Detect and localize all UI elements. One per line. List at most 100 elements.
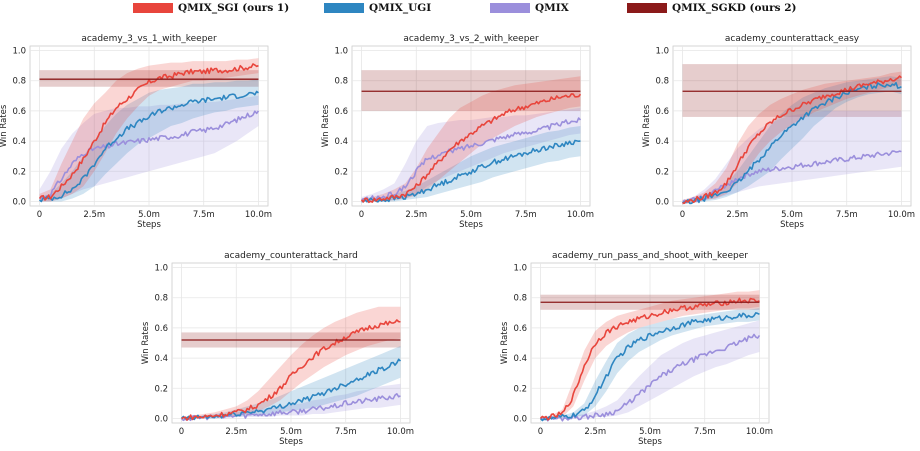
- y-tick-label: 0.8: [655, 77, 669, 87]
- y-tick-label: 0.4: [12, 137, 26, 147]
- x-tick-label: 7.5m: [193, 210, 215, 220]
- x-tick-label: 2.5m: [726, 210, 748, 220]
- y-tick-label: 0.6: [12, 107, 26, 117]
- y-axis-label: Win Rates: [642, 104, 652, 147]
- x-tick-label: 2.5m: [584, 427, 606, 437]
- line-qmix: [39, 110, 260, 200]
- y-tick-label: 0.2: [513, 384, 527, 394]
- y-tick-label: 0.8: [154, 294, 168, 304]
- x-tick-label: 2.5m: [405, 210, 427, 220]
- plot-content: [539, 290, 761, 422]
- x-tick-label: 5.0m: [639, 427, 661, 437]
- chart-title: academy_3_vs_2_with_keeper: [403, 34, 539, 44]
- line-qmix-ugi: [361, 139, 581, 203]
- x-tick-label: 2.5m: [83, 210, 105, 220]
- line-qmix: [361, 117, 582, 203]
- line-qmix-sgi-ours-1: [682, 75, 903, 205]
- y-tick-label: 0.8: [334, 77, 348, 87]
- y-tick-label: 0.6: [154, 324, 168, 334]
- x-tick-label: 7.5m: [335, 427, 357, 437]
- line-qmix-sgi-ours-1: [360, 93, 582, 204]
- sgkd-band: [39, 70, 259, 87]
- legend-swatch-qmix: [490, 3, 530, 13]
- x-tick-label: 0: [37, 210, 42, 220]
- line-qmix-ugi: [682, 81, 902, 205]
- y-tick-label: 0.2: [12, 167, 26, 177]
- plot-content: [180, 306, 402, 422]
- chart-5: 0.0 0.2 0.4 0.6 0.8 1.0 0 2.5m 5.0m 7.5m 10.0m acad…: [500, 251, 773, 447]
- chart-3: 0.0 0.2 0.4 0.6 0.8 1.0 0 2.5m 5.0m 7.5m 10.0m acad…: [642, 34, 915, 230]
- x-axis-label: Steps: [137, 220, 161, 230]
- legend-label-qmix-sgi: QMIX_SGI (ours 1): [178, 2, 290, 14]
- y-tick-label: 1.0: [12, 47, 26, 57]
- y-tick-label: 0.4: [334, 137, 348, 147]
- legend-item-qmix: QMIX: [490, 2, 569, 14]
- x-tick-label: 0: [179, 427, 184, 437]
- line-qmix-sgi-ours-1: [181, 319, 401, 421]
- y-tick-label: 0.6: [334, 107, 348, 117]
- y-tick-label: 0.0: [12, 197, 26, 207]
- x-tick-label: 0: [680, 210, 685, 220]
- chart-title: academy_3_vs_1_with_keeper: [81, 34, 217, 44]
- plot-content: [38, 58, 260, 203]
- y-axis-label: Win Rates: [500, 321, 510, 364]
- band-qmix-ugi: [361, 126, 581, 202]
- x-tick-label: 7.5m: [836, 210, 858, 220]
- band-qmix: [540, 320, 760, 419]
- band-qmix: [39, 95, 259, 202]
- x-axis-label: Steps: [780, 220, 804, 230]
- y-tick-label: 0.0: [154, 414, 168, 424]
- y-tick-label: 0.6: [655, 107, 669, 117]
- chart-2: 0.0 0.2 0.4 0.6 0.8 1.0 0 2.5m 5.0m 7.5m 10.0m acad…: [321, 34, 594, 230]
- x-tick-label: 0: [538, 427, 543, 437]
- x-tick-label: 5.0m: [781, 210, 803, 220]
- line-qmix-ugi: [39, 90, 259, 203]
- x-tick-label: 5.0m: [460, 210, 482, 220]
- line-qmix-sgi-ours-1: [539, 297, 760, 421]
- chart-title: academy_run_pass_and_shoot_with_keeper: [552, 251, 748, 261]
- y-tick-label: 0.8: [513, 294, 527, 304]
- x-tick-label: 7.5m: [694, 427, 716, 437]
- y-tick-label: 1.0: [334, 47, 348, 57]
- y-axis-label: Win Rates: [321, 104, 331, 147]
- chart-title: academy_counterattack_easy: [725, 34, 860, 44]
- band-qmix-ugi: [682, 76, 902, 205]
- legend-item-qmix-sgi: QMIX_SGI (ours 1): [133, 2, 289, 14]
- line-qmix-ugi: [539, 312, 760, 422]
- x-tick-label: 10.0m: [746, 427, 773, 437]
- plot-content: [681, 64, 903, 205]
- chart-4: 0.0 0.2 0.4 0.6 0.8 1.0 0 2.5m 5.0m 7.5m 10.0m acad…: [141, 251, 414, 447]
- plot-content: [360, 70, 582, 204]
- y-tick-label: 1.0: [655, 47, 669, 57]
- legend-label-qmix-ugi: QMIX_UGI: [369, 2, 432, 14]
- line-qmix: [540, 333, 761, 422]
- x-tick-label: 10.0m: [245, 210, 272, 220]
- x-tick-label: 10.0m: [387, 427, 414, 437]
- x-axis-label: Steps: [638, 437, 662, 447]
- legend-swatch-qmix-ugi: [324, 3, 364, 13]
- y-axis-label: Win Rates: [0, 104, 9, 147]
- line-qmix-ugi: [180, 358, 402, 421]
- band-qmix-ugi: [540, 308, 760, 419]
- y-tick-label: 0.0: [334, 197, 348, 207]
- legend-item-qmix-ugi: QMIX_UGI: [324, 2, 431, 14]
- legend-swatch-qmix-sgi: [133, 3, 173, 13]
- chart-1: 0.0 0.2 0.4 0.6 0.8 1.0 0 2.5m 5.0m 7.5m 10.0m acad…: [0, 34, 272, 230]
- y-tick-label: 0.8: [12, 77, 26, 87]
- y-axis-label: Win Rates: [141, 321, 151, 364]
- y-tick-label: 0.4: [655, 137, 669, 147]
- x-tick-label: 5.0m: [138, 210, 160, 220]
- legend-item-qmix-sgkd: QMIX_SGKD (ours 2): [627, 2, 797, 14]
- y-tick-label: 1.0: [513, 264, 527, 274]
- x-tick-label: 7.5m: [515, 210, 537, 220]
- y-tick-label: 0.2: [334, 167, 348, 177]
- y-tick-label: 0.6: [513, 324, 527, 334]
- y-tick-label: 1.0: [154, 264, 168, 274]
- x-axis-label: Steps: [459, 220, 483, 230]
- legend-label-qmix-sgkd: QMIX_SGKD (ours 2): [672, 2, 797, 14]
- x-tick-label: 10.0m: [567, 210, 594, 220]
- legend-label-qmix: QMIX: [535, 2, 569, 14]
- y-tick-label: 0.4: [513, 354, 527, 364]
- sgkd-band: [361, 70, 581, 111]
